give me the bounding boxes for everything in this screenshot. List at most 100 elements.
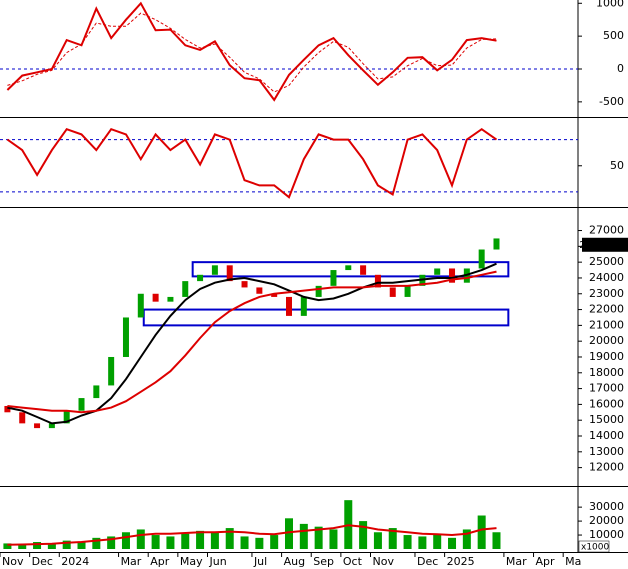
unit-box xyxy=(578,540,610,553)
volume-bar xyxy=(255,537,264,549)
candle xyxy=(389,287,396,297)
x-tick-label: 2024 xyxy=(61,555,89,568)
candle xyxy=(271,293,278,297)
volume-bar xyxy=(270,535,279,549)
x-tick-label: Jun xyxy=(208,555,226,568)
unit-label: x1000 xyxy=(581,543,610,553)
x-tick-label: Aug xyxy=(284,555,305,568)
y-tick-label: 500 xyxy=(603,29,624,42)
y-tick-label: 20000 xyxy=(589,334,624,347)
indicator-line xyxy=(6,1,497,102)
volume-bar xyxy=(285,518,293,549)
candle xyxy=(63,410,70,424)
y-tick-label: 21000 xyxy=(589,318,624,331)
candle xyxy=(478,249,485,269)
x-tick-label: 2025 xyxy=(447,555,475,568)
candle xyxy=(404,285,411,297)
candle xyxy=(182,281,189,297)
volume-bar xyxy=(166,536,175,549)
volume-bar xyxy=(196,530,205,549)
volume-bar xyxy=(462,529,471,549)
moving-average xyxy=(7,262,497,425)
candle xyxy=(330,270,337,286)
candle xyxy=(137,293,144,318)
x-tick-label: Sep xyxy=(313,555,334,568)
x-tick-label: Mar xyxy=(506,555,527,568)
x-tick-label: Dec xyxy=(417,555,438,568)
candle xyxy=(493,238,500,250)
y-tick-label: 15000 xyxy=(589,413,624,426)
volume-bar xyxy=(477,515,486,549)
volume-bar xyxy=(151,535,160,549)
volume-bar xyxy=(210,532,219,549)
y-tick-label: 19000 xyxy=(589,350,624,363)
volume-bar xyxy=(299,523,308,549)
candle xyxy=(4,405,11,413)
volume-bar xyxy=(433,533,442,549)
x-tick-label: Jul xyxy=(253,555,267,568)
candle xyxy=(78,398,85,411)
candle xyxy=(374,274,381,288)
y-tick-label: 20000 xyxy=(589,514,624,527)
volume-bar xyxy=(33,542,42,549)
candle xyxy=(345,265,352,271)
y-tick-label: 24000 xyxy=(589,271,624,284)
y-tick-label: 50 xyxy=(610,159,624,172)
volume-bar xyxy=(314,526,323,549)
volume-bar xyxy=(403,535,412,549)
volume-bar xyxy=(240,536,249,549)
volume-bar xyxy=(136,529,145,549)
y-tick-label: 14000 xyxy=(589,429,624,442)
signal-line xyxy=(7,12,497,93)
candle xyxy=(434,268,441,275)
y-tick-label: 30000 xyxy=(589,500,624,513)
volume-bar xyxy=(448,537,457,549)
y-tick-label: 1000 xyxy=(596,0,624,9)
candle xyxy=(167,296,174,302)
zone-box xyxy=(191,261,510,278)
candle xyxy=(256,287,263,294)
y-tick-label: 10000 xyxy=(589,528,624,541)
candle xyxy=(226,265,233,282)
volume-bar xyxy=(225,528,234,549)
y-tick-label: 23000 xyxy=(589,287,624,300)
volume-bar xyxy=(329,529,338,549)
x-tick-label: Apr xyxy=(536,555,556,568)
y-tick-label: 13000 xyxy=(589,445,624,458)
volume-bar xyxy=(77,542,86,549)
volume-bar xyxy=(121,532,130,549)
x-tick-label: Mar xyxy=(121,555,142,568)
moving-average xyxy=(7,270,497,414)
volume-bar xyxy=(418,536,427,549)
volume-bar xyxy=(18,544,27,549)
volume-bar xyxy=(47,543,56,549)
volume-bar xyxy=(359,521,368,549)
candle xyxy=(197,274,204,282)
y-tick-label: 0 xyxy=(617,62,624,75)
candle xyxy=(286,296,292,316)
x-tick-label: Nov xyxy=(373,555,395,568)
volume-average xyxy=(7,524,497,546)
y-tick-label: 18000 xyxy=(589,366,624,379)
candle xyxy=(241,281,248,288)
candle xyxy=(211,265,218,275)
volume-bar xyxy=(388,528,397,549)
x-tick-label: Dec xyxy=(32,555,53,568)
y-tick-label: 27000 xyxy=(589,224,624,237)
volume-bar xyxy=(492,532,501,549)
volume-bar xyxy=(107,536,116,549)
candle xyxy=(19,412,26,424)
x-tick-label: Nov xyxy=(2,555,24,568)
candle xyxy=(152,293,159,302)
volume-bar xyxy=(373,532,382,549)
x-tick-label: Oct xyxy=(343,555,363,568)
candle xyxy=(315,285,322,297)
candle xyxy=(93,385,100,399)
candle xyxy=(449,268,456,283)
last-price-box xyxy=(582,237,628,252)
x-tick-label: Apr xyxy=(150,555,170,568)
y-tick-label: 22000 xyxy=(589,303,624,316)
x-tick-label: Ma xyxy=(565,555,581,568)
